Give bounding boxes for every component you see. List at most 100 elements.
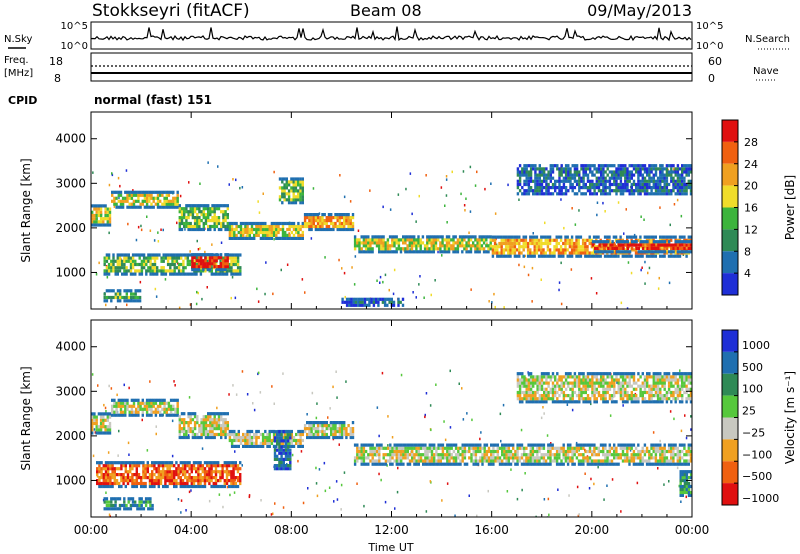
data-cell [478, 250, 481, 254]
data-cell [187, 434, 190, 437]
data-cell [654, 186, 658, 190]
data-cell [674, 186, 677, 190]
data-cell [575, 449, 579, 454]
data-cell [137, 407, 140, 411]
data-cell [207, 418, 210, 422]
data-cell [226, 259, 229, 263]
data-cell [118, 269, 122, 273]
data-cell [228, 230, 232, 235]
data-cell [288, 236, 291, 240]
data-cell [505, 443, 508, 447]
data-cell [113, 401, 116, 405]
data-cell [367, 456, 370, 460]
data-cell [210, 266, 213, 270]
data-cell [129, 262, 133, 267]
data-cell [461, 449, 464, 454]
data-cell [584, 472, 586, 475]
data-cell [177, 266, 181, 270]
data-cell [340, 216, 344, 220]
data-cell [235, 438, 238, 443]
data-cell [654, 254, 657, 258]
data-cell [406, 456, 409, 460]
data-cell [273, 402, 275, 405]
data-cell [224, 418, 227, 422]
data-cell [604, 176, 607, 180]
data-cell [683, 459, 686, 463]
data-cell [485, 456, 489, 460]
data-cell [685, 186, 688, 190]
data-cell [264, 233, 267, 237]
data-cell [566, 238, 569, 242]
data-cell [169, 272, 172, 276]
data-cell [386, 459, 390, 463]
data-cell [345, 219, 348, 223]
data-cell [97, 220, 101, 224]
data-cell [626, 167, 629, 171]
data-cell [235, 432, 238, 437]
freq-tick-bottom: 8 [54, 72, 61, 85]
data-cell [343, 271, 346, 275]
data-cell [141, 401, 144, 405]
data-cell [108, 223, 112, 227]
data-cell [419, 244, 422, 248]
data-cell [306, 421, 309, 425]
data-cell [172, 205, 175, 209]
data-cell [129, 266, 133, 270]
data-cell [518, 176, 522, 180]
data-cell [648, 173, 651, 177]
data-cell [145, 202, 149, 206]
data-cell [500, 241, 503, 246]
data-cell [659, 186, 662, 190]
data-cell [628, 235, 631, 239]
data-cell [504, 235, 508, 239]
data-cell [360, 449, 363, 454]
data-cell [437, 459, 440, 463]
data-cell [100, 476, 103, 480]
data-cell [417, 244, 420, 248]
data-cell [654, 443, 658, 447]
data-cell [472, 459, 475, 463]
data-cell [463, 449, 467, 454]
data-cell [332, 216, 335, 220]
data-cell [604, 243, 608, 247]
data-cell [597, 179, 601, 183]
data-cell [116, 262, 119, 267]
data-cell [95, 418, 98, 422]
data-cell [270, 221, 274, 226]
data-cell [630, 186, 633, 190]
data-cell [562, 176, 566, 180]
data-cell [613, 173, 616, 177]
data-cell [635, 246, 638, 250]
nsky-trace-line [90, 26, 692, 42]
data-cell [187, 421, 190, 425]
data-cell [162, 253, 165, 257]
colorbar-segment [722, 273, 738, 295]
data-cell [687, 250, 690, 254]
data-cell [672, 462, 675, 466]
data-cell [558, 446, 561, 450]
data-cell [378, 472, 380, 476]
data-cell [417, 250, 420, 254]
data-cell [135, 407, 138, 411]
data-cell [136, 289, 140, 293]
data-cell [159, 193, 162, 197]
data-cell [338, 227, 342, 232]
data-cell [230, 441, 234, 445]
data-cell [97, 428, 101, 432]
data-cell [450, 247, 453, 251]
data-cell [222, 265, 225, 269]
data-cell [255, 224, 258, 229]
data-cell [419, 247, 422, 251]
data-cell [670, 245, 673, 249]
data-cell [128, 413, 131, 417]
data-cell [650, 170, 653, 174]
data-cell [551, 182, 555, 187]
data-cell [99, 421, 103, 426]
data-cell [99, 204, 103, 208]
data-cell [617, 186, 620, 190]
data-cell [119, 190, 123, 194]
data-cell [597, 182, 601, 187]
data-cell [357, 297, 360, 301]
data-cell [516, 167, 520, 171]
data-cell [128, 410, 131, 414]
